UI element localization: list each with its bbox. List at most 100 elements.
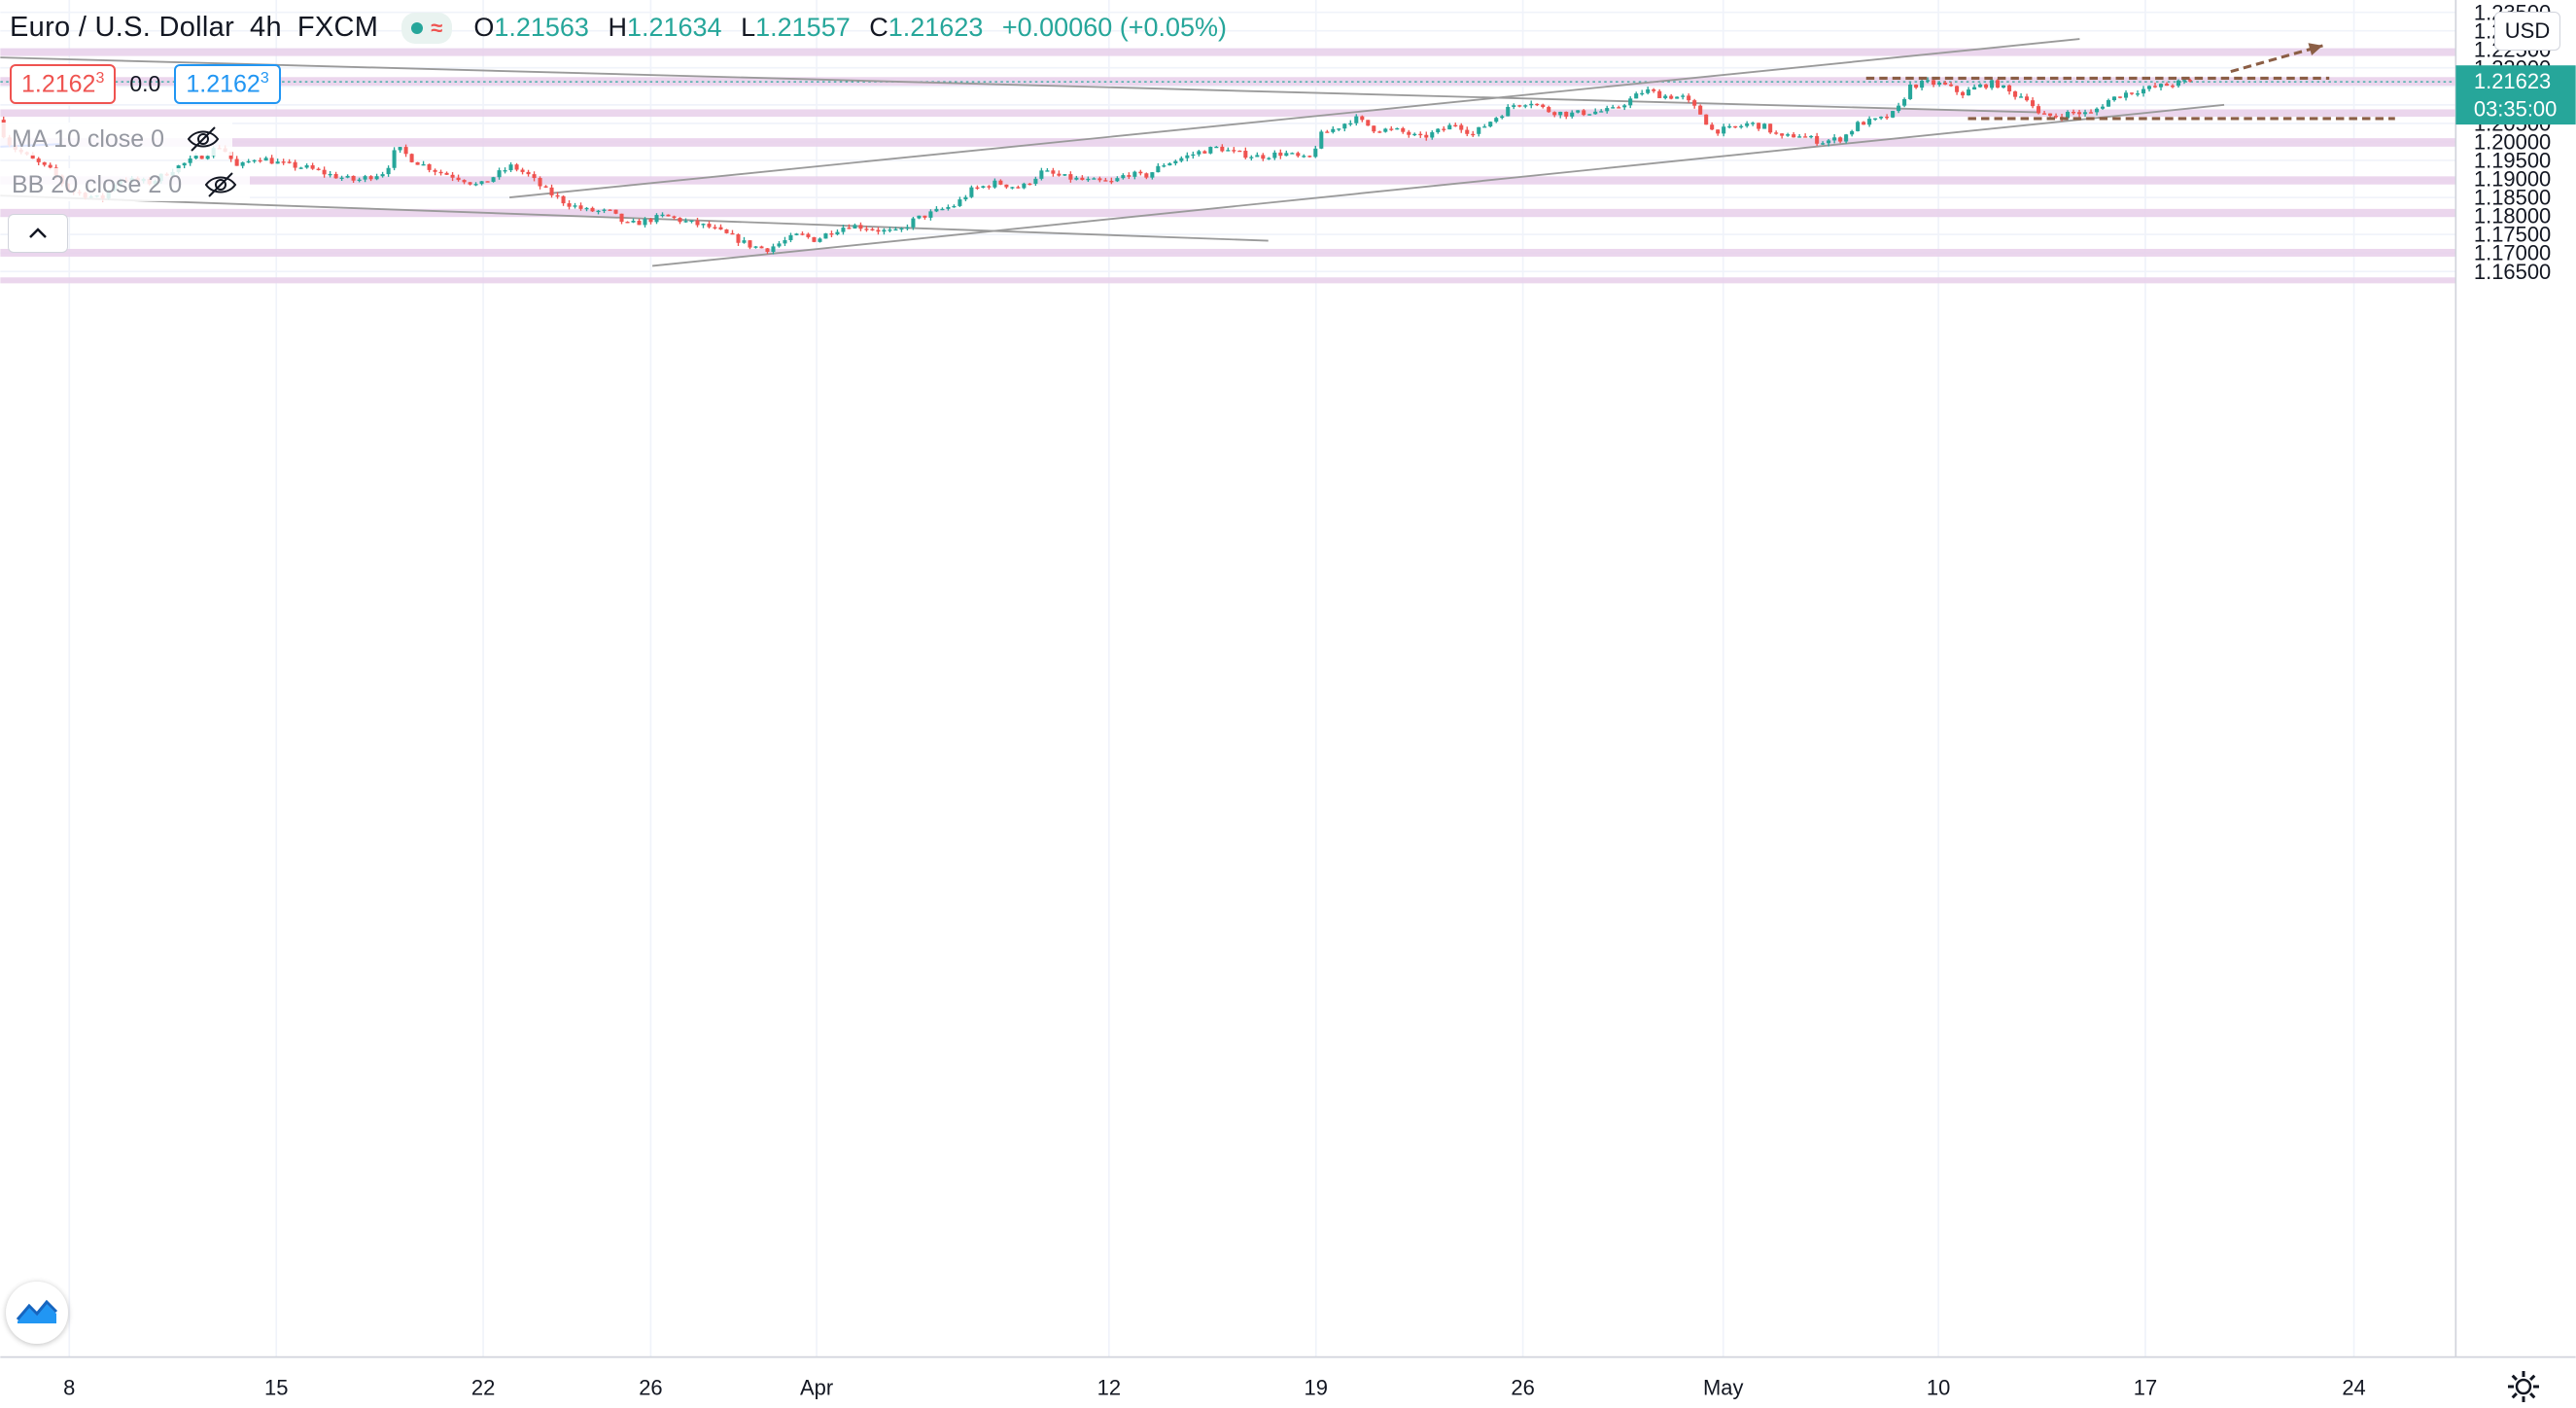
candle-body — [1442, 128, 1446, 130]
candle-body — [1681, 95, 1686, 97]
eye-off-icon[interactable] — [186, 124, 221, 154]
approx-icon: ≈ — [431, 15, 443, 40]
currency-button[interactable]: USD — [2494, 12, 2560, 51]
time-tick-label: 10 — [1927, 1375, 1950, 1399]
candle-body — [188, 158, 192, 163]
time-axis[interactable]: 8 15 22 26 Apr 12 19 26 May 10 17 24 — [0, 1355, 2576, 1408]
candle-body — [42, 161, 47, 165]
candle-body — [567, 203, 572, 207]
candle-body — [1255, 155, 1260, 158]
candle-body — [1780, 133, 1785, 136]
candle-body — [1564, 111, 1569, 117]
candle-body — [1669, 95, 1674, 99]
candle-body — [1342, 123, 1347, 129]
price-axis[interactable]: 1.235001.230001.225001.220001.215001.210… — [2454, 0, 2576, 1408]
candle-body — [1640, 92, 1645, 95]
arrow-head-icon — [2308, 43, 2323, 56]
market-status-pill[interactable]: ≈ — [401, 12, 453, 44]
candle-body — [182, 162, 187, 166]
candle-body — [1949, 84, 1954, 87]
candle-body — [1068, 174, 1073, 180]
candle-body — [549, 187, 554, 195]
buy-price-button[interactable]: 1.21623 — [174, 64, 281, 105]
candle-body — [345, 175, 350, 178]
candle-body — [853, 225, 857, 229]
candle-body — [1727, 125, 1732, 128]
candle-body — [1127, 175, 1131, 177]
candle-body — [1045, 170, 1050, 172]
candle-body — [1698, 105, 1703, 115]
candle-body — [462, 180, 467, 183]
sell-price-button[interactable]: 1.21623 — [10, 64, 117, 105]
candle-body — [456, 177, 461, 181]
price-zone — [0, 208, 2456, 218]
candle-body — [1424, 134, 1429, 138]
candle-body — [1541, 104, 1546, 108]
candle-body — [590, 207, 595, 212]
trendlines[interactable] — [0, 38, 2225, 267]
candle-body — [2159, 84, 2164, 88]
source-label: FXCM — [296, 12, 379, 43]
candle-body — [1856, 122, 1861, 131]
candle-body — [783, 239, 787, 244]
candle-body — [205, 156, 210, 159]
spread-value: 0.0 — [129, 71, 161, 97]
price-tick-label: 1.17000 — [2474, 241, 2551, 265]
candle-body — [876, 229, 881, 232]
candle-body — [1016, 187, 1021, 189]
candle-body — [643, 219, 647, 226]
candle-body — [1797, 136, 1802, 138]
candle-body — [1477, 126, 1481, 134]
collapse-legend-button[interactable] — [8, 214, 68, 253]
candle-body — [2083, 112, 2088, 115]
candle-body — [1914, 84, 1919, 88]
candle-body — [1197, 151, 1201, 155]
candle-body — [1622, 105, 1627, 108]
candle-body — [1243, 151, 1248, 158]
indicator-ma[interactable]: MA 10 close 0 — [0, 123, 233, 156]
candle-body — [1447, 124, 1452, 130]
candle-body — [1144, 173, 1149, 178]
candle-body — [1313, 148, 1318, 158]
candle-body — [1722, 126, 1726, 134]
candle-body — [2112, 96, 2117, 101]
symbol-title[interactable]: Euro / U.S. Dollar — [10, 12, 235, 43]
candle-body — [1436, 128, 1441, 133]
candle-body — [683, 221, 688, 223]
horizontal-levels[interactable] — [1865, 43, 2395, 121]
candle-body — [1990, 80, 1995, 88]
candle-body — [823, 233, 828, 239]
candle-body — [1185, 155, 1190, 158]
candle-body — [310, 164, 315, 169]
candle-body — [578, 205, 583, 209]
candle-body — [1307, 156, 1312, 158]
candle-body — [1465, 129, 1470, 134]
candle-body — [1902, 98, 1907, 106]
candle-body — [1762, 123, 1767, 129]
candle-body — [438, 171, 443, 174]
eye-off-icon[interactable] — [203, 170, 238, 199]
candle-body — [1132, 171, 1137, 177]
candle-body — [328, 173, 332, 176]
candle-body — [835, 231, 840, 235]
candle-body — [759, 246, 764, 249]
candle-body — [602, 209, 607, 211]
candle-body — [479, 181, 484, 185]
price-zone — [0, 138, 2456, 147]
candle-body — [631, 221, 636, 223]
candle-body — [1786, 134, 1791, 136]
interval-label[interactable]: 4h — [250, 12, 282, 43]
candle-body — [2136, 93, 2141, 95]
candle-body — [1984, 84, 1989, 88]
tradingview-logo-button[interactable] — [6, 1282, 68, 1344]
settings-gear-icon[interactable] — [2504, 1367, 2543, 1406]
candle-body — [2089, 112, 2094, 114]
indicator-bb[interactable]: BB 20 close 2 0 — [0, 168, 251, 201]
candle-body — [1453, 124, 1458, 127]
candle-body — [2071, 112, 2076, 114]
candle-body — [829, 233, 834, 235]
candle-body — [1202, 151, 1207, 154]
candle-body — [1372, 125, 1376, 132]
